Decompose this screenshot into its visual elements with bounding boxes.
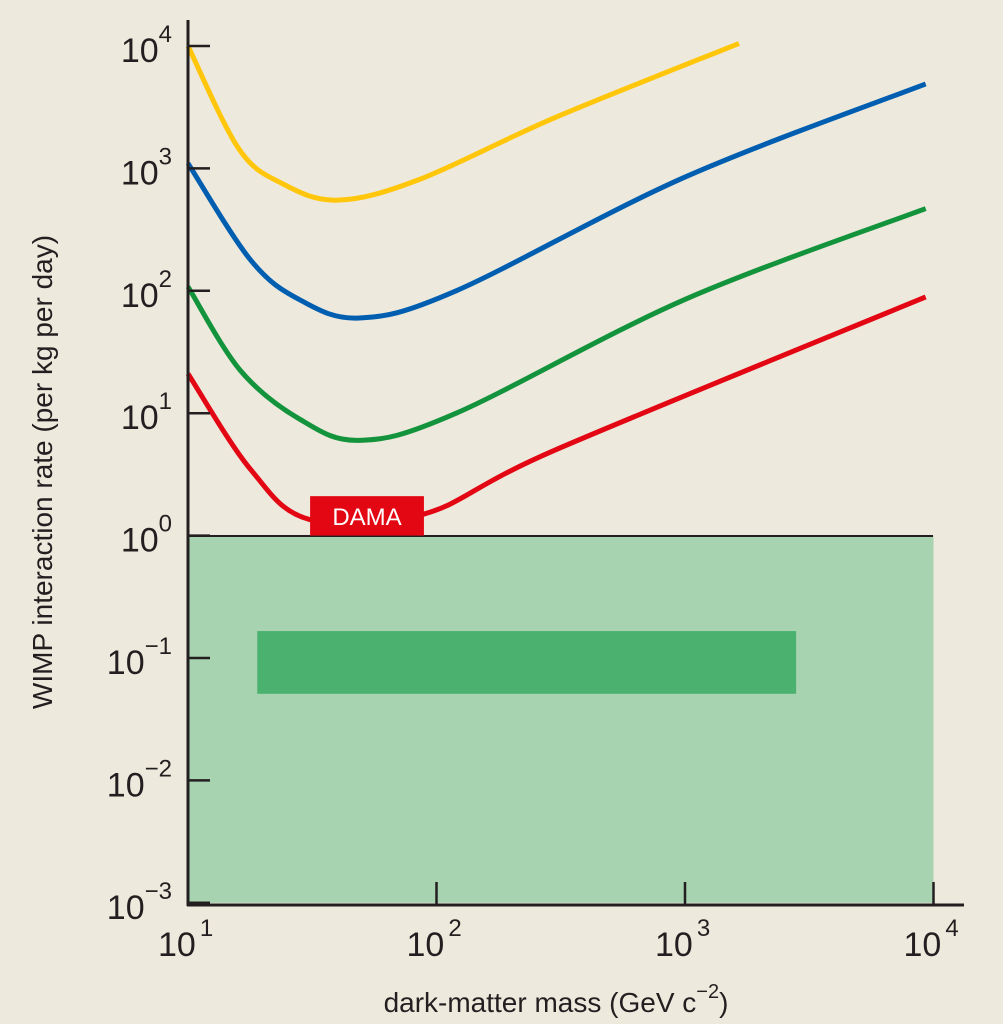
regions [188,535,934,903]
y-tick-exp: 4 [159,21,172,48]
y-tick-label: 104 [121,21,172,70]
x-tick-label: 10 1 [158,915,213,964]
x-tick-exp: 2 [448,915,461,942]
x-axis-label: dark-matter mass (GeV c−2) [384,981,729,1018]
y-tick-base: 10 [121,277,159,315]
excluded-region [188,535,934,903]
y-tick-label: 103 [121,143,172,192]
y-tick-exp: 3 [159,143,172,170]
y-tick-exp: 0 [159,511,172,538]
x-tick-label: 10 2 [407,915,462,964]
y-tick-base: 10 [107,644,145,682]
y-tick-exp: −1 [145,633,172,660]
dama-box [310,496,424,536]
x-tick-base: 10 [904,926,942,964]
curves [185,41,927,527]
x-ticks: 10 1 10 2 10 3 10 4 [158,882,959,964]
y-tick-base: 10 [107,766,145,804]
y-tick-base: 10 [121,32,159,70]
x-axis-label-base: dark-matter mass (GeV c [384,987,697,1018]
x-tick-label: 10 3 [655,915,710,964]
y-tick-label: 100 [121,511,172,560]
x-tick-exp: 4 [945,915,958,942]
x-tick-base: 10 [655,926,693,964]
x-axis-label-end: ) [719,987,728,1018]
series-line-2 [185,206,927,443]
series-line-3 [185,294,927,527]
x-tick-exp: 3 [697,915,710,942]
x-axis-label-exp: −2 [696,981,719,1003]
y-tick-base: 10 [107,889,145,927]
y-tick-exp: −2 [145,755,172,782]
y-axis-label: WIMP interaction rate (per kg per day) [27,235,58,709]
y-tick-base: 10 [121,154,159,192]
x-tick-label: 10 4 [904,915,959,964]
y-tick-base: 10 [121,522,159,560]
signal-band [257,631,797,694]
y-tick-base: 10 [121,399,159,437]
y-tick-label: 10−1 [107,633,172,682]
series-line-1 [185,81,927,321]
y-tick-exp: 1 [159,388,172,415]
y-tick-label: 10−3 [107,878,172,927]
x-tick-exp: 1 [200,915,213,942]
series-line-0 [185,41,740,203]
dama-label: DAMA [332,504,401,531]
x-tick-base: 10 [407,926,445,964]
dama-annotation: DAMA [310,496,424,536]
y-tick-exp: 2 [159,266,172,293]
y-tick-label: 10−2 [107,755,172,804]
y-tick-label: 102 [121,266,172,315]
y-tick-exp: −3 [145,878,172,905]
y-tick-label: 101 [121,388,172,437]
x-tick-base: 10 [158,926,196,964]
